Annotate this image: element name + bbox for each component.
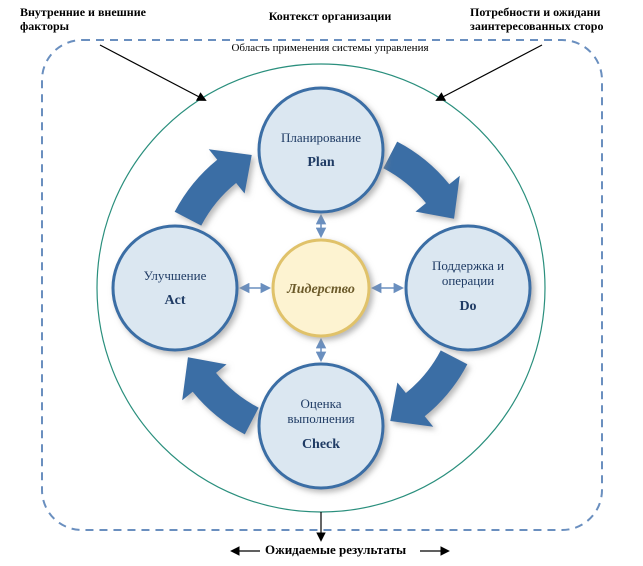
center-node: Лидерство: [273, 240, 369, 336]
flow-arrow: [182, 357, 258, 434]
context-arrow: [100, 45, 205, 100]
flow-arrow: [175, 149, 252, 225]
node-title: Поддержка и: [432, 258, 504, 273]
node-title2: выполнения: [287, 411, 354, 426]
node-sub: Act: [165, 293, 186, 308]
flow-arrow: [390, 350, 467, 426]
node-do: Поддержка иоперации Do: [406, 226, 530, 350]
node-check: Оценкавыполнения Check: [259, 364, 383, 488]
flow-arrow: [383, 142, 459, 219]
node-title: Планирование: [281, 130, 361, 145]
node-title: Оценка: [301, 396, 342, 411]
node-sub: Do: [459, 299, 476, 314]
node-sub: Plan: [307, 155, 334, 170]
diagram-canvas: Внутренние и внешние факторы Контекст ор…: [0, 0, 643, 566]
node-act: Улучшение Act: [113, 226, 237, 350]
context-arrow: [437, 45, 542, 100]
diagram-svg: Планирование Plan Поддержка иоперации Do Оце…: [0, 0, 643, 566]
node-title2: операции: [442, 273, 494, 288]
center-label: Лидерство: [286, 282, 355, 297]
node-plan: Планирование Plan: [259, 88, 383, 212]
node-sub: Check: [302, 437, 340, 452]
node-title: Улучшение: [144, 268, 207, 283]
